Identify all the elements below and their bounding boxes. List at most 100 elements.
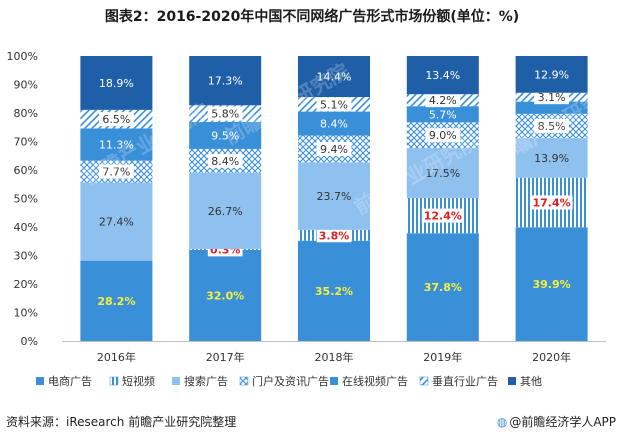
legend-swatch bbox=[330, 377, 338, 385]
data-label: 35.2% bbox=[315, 285, 353, 298]
data-label: 17.3% bbox=[208, 75, 243, 88]
data-label: 17.4% bbox=[533, 196, 571, 209]
data-label: 12.9% bbox=[534, 68, 569, 81]
bar-segment bbox=[298, 56, 370, 98]
bars: 28.2%27.4%7.7%11.3%6.5%18.9%2016年32.0%0.… bbox=[80, 56, 588, 364]
y-tick-label: 30% bbox=[14, 250, 38, 263]
data-label-bg bbox=[207, 106, 243, 121]
y-tick-label: 10% bbox=[14, 307, 38, 320]
data-label: 23.7% bbox=[317, 190, 352, 203]
legend-label: 在线视频广告 bbox=[342, 374, 408, 388]
data-label: 8.4% bbox=[211, 155, 239, 168]
data-label: 9.4% bbox=[320, 143, 348, 156]
data-label-bg bbox=[534, 118, 569, 133]
legend-label: 门户及资讯广告 bbox=[252, 374, 329, 388]
legend-swatch bbox=[172, 377, 180, 385]
y-tick-label: 50% bbox=[14, 193, 38, 206]
data-label-bg bbox=[99, 164, 134, 179]
data-label-bg bbox=[316, 228, 352, 243]
data-label-bg bbox=[534, 90, 569, 105]
chart-title: 图表2：2016-2020年中国不同网络广告形式市场份额(单位：%) bbox=[104, 9, 520, 25]
y-tick-label: 70% bbox=[14, 136, 38, 149]
y-tick-label: 0% bbox=[21, 335, 38, 348]
bar-segment bbox=[80, 56, 153, 110]
legend-label: 短视频 bbox=[122, 374, 155, 388]
bar-segment bbox=[189, 249, 262, 341]
bar-segment bbox=[406, 106, 479, 123]
data-label-bg bbox=[207, 153, 243, 168]
data-label: 37.8% bbox=[424, 281, 462, 294]
bar-segment bbox=[189, 121, 262, 149]
bar-segment bbox=[298, 162, 370, 230]
data-label: 4.2% bbox=[429, 94, 457, 107]
x-tick-label: 2018年 bbox=[315, 350, 354, 364]
data-label: 13.4% bbox=[425, 69, 460, 82]
bar-segment bbox=[515, 56, 588, 93]
legend-swatch bbox=[419, 376, 429, 386]
x-tick-label: 2016年 bbox=[97, 350, 136, 364]
data-label: 5.7% bbox=[429, 108, 457, 121]
source-note: 资料来源：iResearch 前瞻产业研究院整理 bbox=[6, 415, 237, 429]
bar-segment bbox=[406, 233, 479, 341]
data-label: 28.2% bbox=[97, 295, 135, 308]
y-tick-label: 80% bbox=[14, 107, 38, 120]
bar-segment bbox=[189, 56, 262, 106]
data-label: 3.8% bbox=[319, 229, 350, 242]
data-label-bg bbox=[421, 208, 464, 223]
y-tick-label: 100% bbox=[7, 50, 38, 63]
data-label: 18.9% bbox=[99, 77, 134, 90]
data-label: 6.5% bbox=[102, 113, 130, 126]
legend-label: 垂直行业广告 bbox=[432, 374, 498, 388]
brand-credit: ◍ @前瞻经济学人APP bbox=[497, 413, 616, 430]
data-label: 13.9% bbox=[534, 152, 569, 165]
data-label: 7.7% bbox=[102, 166, 130, 179]
data-label-bg bbox=[316, 97, 352, 112]
data-label: 27.4% bbox=[99, 216, 134, 229]
bar-segment bbox=[406, 148, 479, 198]
data-label: 17.5% bbox=[425, 167, 460, 180]
x-tick-label: 2019年 bbox=[423, 350, 462, 364]
bar-segment bbox=[80, 128, 153, 161]
y-tick-label: 40% bbox=[14, 221, 38, 234]
data-label: 5.1% bbox=[320, 98, 348, 111]
y-tick-label: 60% bbox=[14, 164, 38, 177]
bar-segment bbox=[406, 56, 479, 95]
data-label: 12.4% bbox=[424, 210, 462, 223]
brand-text: @前瞻经济学人APP bbox=[509, 415, 616, 429]
data-label: 32.0% bbox=[206, 289, 244, 302]
data-label: 8.5% bbox=[538, 120, 566, 133]
data-label: 9.0% bbox=[429, 129, 457, 142]
data-label: 14.4% bbox=[317, 71, 352, 84]
data-label: 3.1% bbox=[538, 91, 566, 104]
data-label: 8.4% bbox=[320, 118, 348, 131]
bar-segment bbox=[298, 111, 370, 136]
data-label-bg bbox=[530, 195, 573, 210]
brand-logo-icon: ◍ bbox=[496, 415, 508, 429]
data-label-bg bbox=[99, 112, 134, 127]
bar-segment bbox=[189, 172, 262, 249]
legend-swatch bbox=[36, 377, 44, 385]
bar-segment bbox=[80, 182, 153, 261]
data-label: 9.5% bbox=[211, 129, 239, 142]
bar-segment bbox=[515, 227, 588, 341]
data-label: 11.3% bbox=[99, 138, 134, 151]
bar-segment bbox=[298, 240, 370, 341]
legend-label: 电商广告 bbox=[48, 374, 92, 388]
legend-swatch bbox=[508, 377, 516, 385]
data-label-bg bbox=[425, 128, 461, 143]
bar-segment bbox=[515, 101, 588, 114]
x-tick-label: 2020年 bbox=[532, 350, 571, 364]
x-tick-label: 2017年 bbox=[206, 350, 245, 364]
y-tick-label: 20% bbox=[14, 278, 38, 291]
data-label-bg bbox=[425, 93, 461, 108]
legend-label: 搜索广告 bbox=[184, 374, 228, 388]
data-label-bg bbox=[316, 141, 352, 156]
data-label: 39.9% bbox=[533, 278, 571, 291]
y-tick-label: 90% bbox=[14, 79, 38, 92]
bar-segment bbox=[80, 260, 153, 341]
legend-label: 其他 bbox=[520, 375, 542, 388]
legend-swatch bbox=[239, 376, 249, 386]
axes: 0% 10% 20% 30% 40% 50% 60% 70% 80% 90% 100% bbox=[7, 50, 606, 348]
data-label: 5.8% bbox=[211, 108, 239, 121]
